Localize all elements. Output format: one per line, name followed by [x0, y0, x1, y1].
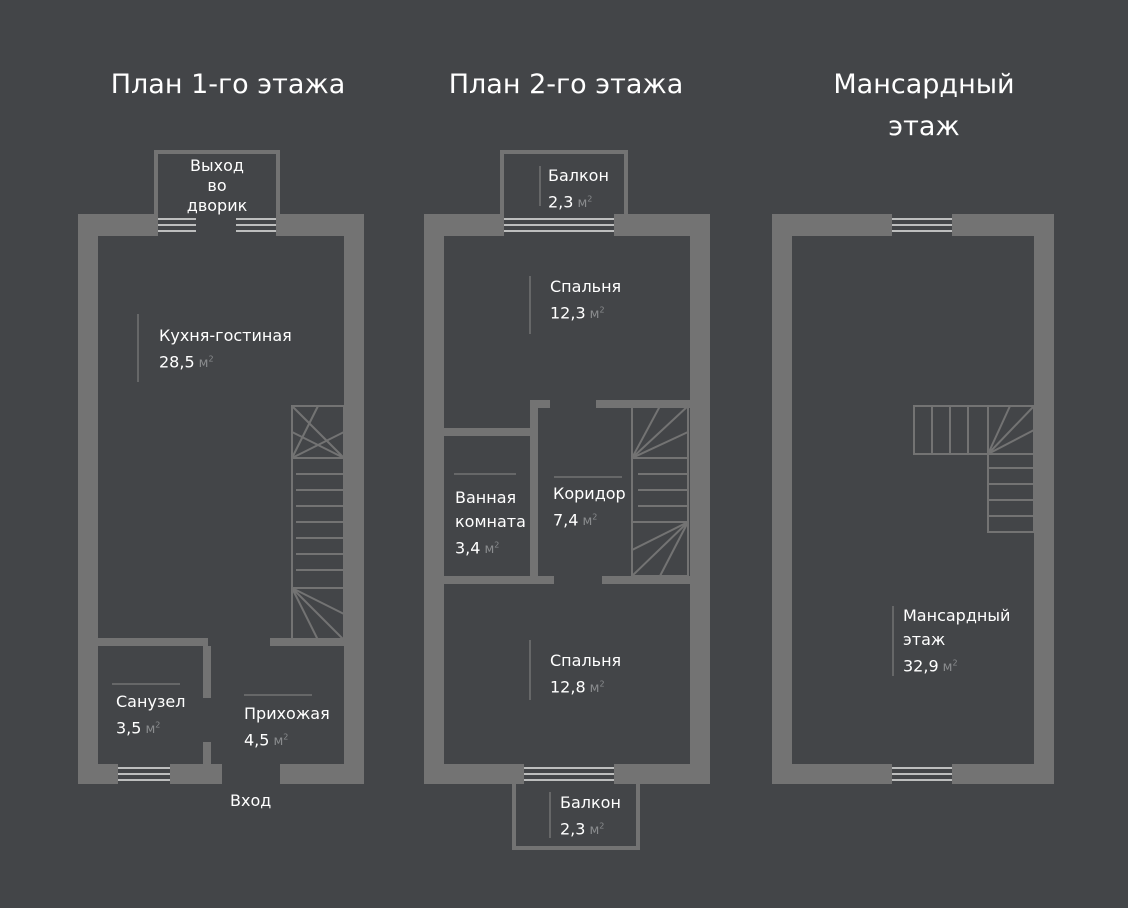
room-name: Балкон [560, 793, 621, 812]
room-balcony-bottom: Балкон 2,3 м2 [560, 791, 621, 843]
floor1-windows [118, 218, 276, 781]
room-name-line1: Ванная [455, 488, 517, 507]
room-name-line2: этаж [903, 630, 946, 649]
room-name: Спальня [550, 277, 622, 296]
floor1-exit-label: Выход во дворик [160, 156, 274, 216]
area-unit: м2 [273, 733, 289, 750]
room-area: 32,9 [903, 656, 939, 676]
room-name: Прихожая [244, 704, 330, 723]
floor2-balcony-boxes [500, 150, 640, 850]
room-bedroom-top: Спальня 12,3 м2 [550, 275, 621, 327]
exit-line1: Выход [190, 156, 244, 175]
room-area: 2,3 [560, 819, 586, 839]
room-corridor: Коридор 7,4 м2 [553, 482, 626, 534]
room-name-line1: Мансардный [903, 606, 1011, 625]
attic-windows [892, 218, 952, 781]
room-area: 7,4 [553, 510, 579, 530]
room-bedroom-bottom: Спальня 12,8 м2 [550, 649, 621, 701]
floor2-stairs [631, 405, 689, 577]
room-name: Спальня [550, 651, 622, 670]
floor1-exit-box [154, 150, 280, 216]
room-attic: Мансардный этаж 32,9 м2 [903, 604, 1010, 680]
room-area: 3,4 [455, 538, 481, 558]
room-area: 3,5 [116, 718, 142, 738]
room-bathroom-f2: Ванная комната 3,4 м2 [455, 486, 526, 562]
room-area: 28,5 [159, 352, 195, 372]
room-balcony-top: Балкон 2,3 м2 [548, 164, 609, 216]
area-unit: м2 [589, 306, 605, 323]
area-unit: м2 [577, 195, 593, 212]
floor2-walls [424, 214, 710, 784]
floor2-windows [504, 218, 614, 781]
floor1-title: План 1-го этажа [110, 69, 346, 100]
room-name: Коридор [553, 484, 626, 503]
room-bathroom-f1: Санузел 3,5 м2 [116, 690, 185, 742]
room-name: Балкон [548, 166, 609, 185]
attic-stairs [913, 405, 1035, 533]
area-unit: м2 [589, 680, 605, 697]
room-area: 2,3 [548, 192, 574, 212]
area-unit: м2 [942, 659, 958, 676]
floor1-walls [78, 214, 364, 784]
exit-line2: во [207, 176, 227, 195]
attic-title-line2: этаж [888, 111, 960, 142]
area-unit: м2 [198, 355, 214, 372]
room-name: Санузел [116, 692, 186, 711]
entrance-label: Вход [230, 791, 272, 810]
exit-line3: дворик [186, 196, 248, 215]
attic-walls [772, 214, 1054, 784]
room-name-line2: комната [455, 512, 526, 531]
room-name: Кухня-гостиная [159, 326, 292, 345]
area-unit: м2 [582, 513, 598, 530]
room-kitchen-living: Кухня-гостиная 28,5 м2 [159, 324, 292, 376]
attic-title-line1: Мансардный [833, 69, 1015, 100]
room-area: 4,5 [244, 730, 270, 750]
room-area: 12,8 [550, 677, 586, 697]
floor2-label-markers [454, 166, 622, 838]
floor1-stairs [291, 405, 345, 643]
floor1-label-markers [112, 314, 312, 696]
floor2-title: План 2-го этажа [448, 69, 684, 100]
room-area: 12,3 [550, 303, 586, 323]
room-hallway: Прихожая 4,5 м2 [244, 702, 330, 754]
area-unit: м2 [145, 721, 161, 738]
area-unit: м2 [589, 822, 605, 839]
attic-title: Мансардный этаж [774, 64, 1074, 148]
area-unit: м2 [484, 541, 500, 558]
